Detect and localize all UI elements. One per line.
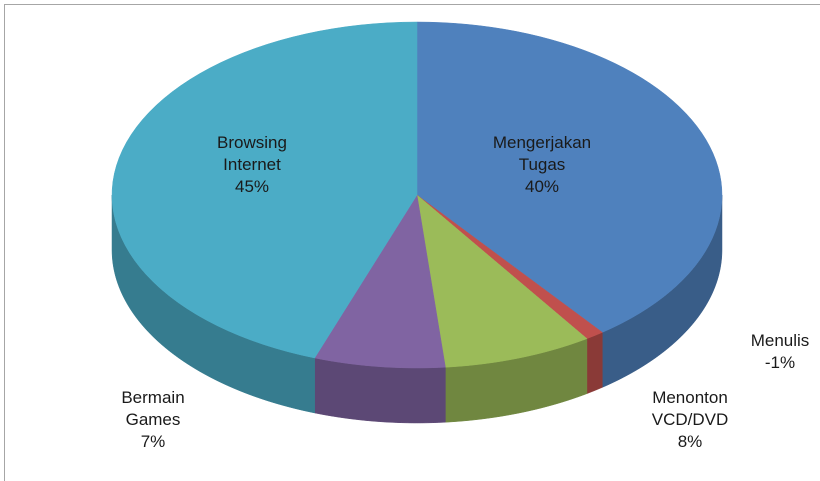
data-label: Menonton VCD/DVD 8% bbox=[638, 387, 742, 453]
chart-border bbox=[4, 4, 820, 481]
slice bbox=[416, 194, 588, 368]
slice bbox=[416, 194, 603, 339]
slice bbox=[314, 194, 446, 369]
value-label: 45% bbox=[234, 177, 270, 196]
slice-side bbox=[586, 332, 603, 395]
category-label: Menulis bbox=[750, 331, 810, 350]
category-label: Browsing Internet bbox=[217, 133, 287, 174]
category-label: Mengerjakan Tugas bbox=[492, 133, 592, 174]
value-label: 8% bbox=[677, 432, 703, 451]
slice bbox=[111, 21, 418, 359]
slice bbox=[416, 21, 723, 333]
category-label: Menonton VCD/DVD bbox=[651, 388, 729, 429]
data-label: Browsing Internet 45% bbox=[200, 132, 304, 198]
value-label: -1% bbox=[764, 353, 796, 372]
value-label: 7% bbox=[140, 432, 166, 451]
data-label: Menulis -1% bbox=[728, 330, 820, 374]
data-label: Mengerjakan Tugas 40% bbox=[490, 132, 594, 198]
data-label: Bermain Games 7% bbox=[101, 387, 205, 453]
category-label: Bermain Games bbox=[121, 388, 185, 429]
value-label: 40% bbox=[524, 177, 560, 196]
